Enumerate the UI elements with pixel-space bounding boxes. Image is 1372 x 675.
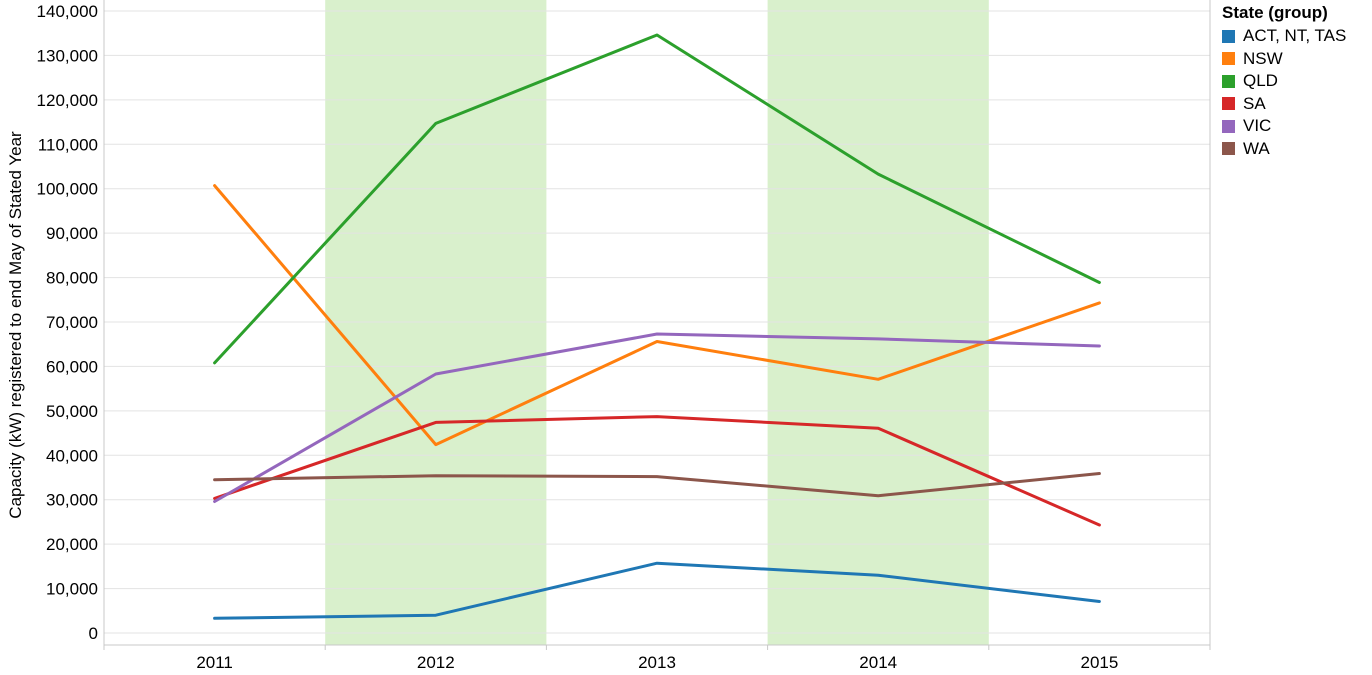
series-line-nsw: [213, 184, 1101, 447]
series-lines: [213, 33, 1101, 620]
legend-label: WA: [1243, 138, 1270, 158]
y-tick-label: 60,000: [46, 357, 98, 376]
legend-label: VIC: [1243, 116, 1272, 136]
x-tick-label: 2011: [196, 653, 233, 672]
legend-swatch: [1222, 97, 1235, 111]
y-tick-label: 140,000: [37, 2, 98, 21]
tick-labels: 0 10,000 20,000 30,000 40,000 50,000 60,000 70,…: [37, 2, 1119, 672]
y-tick-label: 90,000: [46, 224, 98, 243]
series-line-vic: [213, 332, 1101, 503]
legend-swatch: [1222, 119, 1235, 133]
series-line-wa: [213, 472, 1101, 498]
series-line-qld: [213, 33, 1101, 365]
series-line-act-nt-tas: [213, 561, 1101, 620]
legend-item: VIC: [1222, 115, 1372, 138]
x-tick-label: 2013: [638, 653, 676, 672]
y-tick-label: 110,000: [38, 135, 98, 154]
y-tick-label: 50,000: [46, 402, 98, 421]
y-axis-title: Capacity (kW) registered to end May of S…: [6, 131, 25, 519]
y-tick-label: 0: [89, 624, 98, 643]
legend-title: State (group): [1222, 3, 1328, 22]
legend-label: ACT, NT, TAS: [1243, 26, 1347, 46]
legend-swatch: [1222, 29, 1235, 43]
legend-item: ACT, NT, TAS: [1222, 25, 1372, 48]
x-tick-label: 2015: [1080, 653, 1118, 672]
legend-swatch: [1222, 142, 1235, 156]
y-tick-label: 30,000: [46, 491, 98, 510]
y-tick-label: 130,000: [37, 46, 98, 65]
y-tick-label: 120,000: [37, 91, 98, 110]
axes: [103, 0, 1211, 650]
legend-item: WA: [1222, 138, 1372, 161]
y-tick-label: 20,000: [46, 535, 98, 554]
legend-label: SA: [1243, 93, 1266, 113]
series-line-sa: [213, 415, 1101, 527]
legend-item: NSW: [1222, 48, 1372, 71]
x-tick-label: 2014: [859, 653, 897, 672]
legend-item: SA: [1222, 93, 1372, 116]
y-tick-label: 100,000: [37, 180, 98, 199]
legend-swatch: [1222, 74, 1235, 88]
legend-label: QLD: [1243, 71, 1278, 91]
legend-items: ACT, NT, TAS NSW QLD SA VIC WA: [1222, 25, 1372, 160]
y-tick-label: 40,000: [46, 446, 98, 465]
legend-swatch: [1222, 52, 1235, 66]
gridlines: [104, 10, 1210, 634]
legend-item: QLD: [1222, 70, 1372, 93]
y-tick-label: 70,000: [46, 313, 98, 332]
legend: State (group) ACT, NT, TAS NSW QLD SA VIC WA: [1222, 3, 1372, 160]
x-tick-label: 2012: [417, 653, 455, 672]
y-tick-label: 10,000: [46, 580, 98, 599]
y-tick-label: 80,000: [46, 269, 98, 288]
legend-label: NSW: [1243, 48, 1283, 68]
